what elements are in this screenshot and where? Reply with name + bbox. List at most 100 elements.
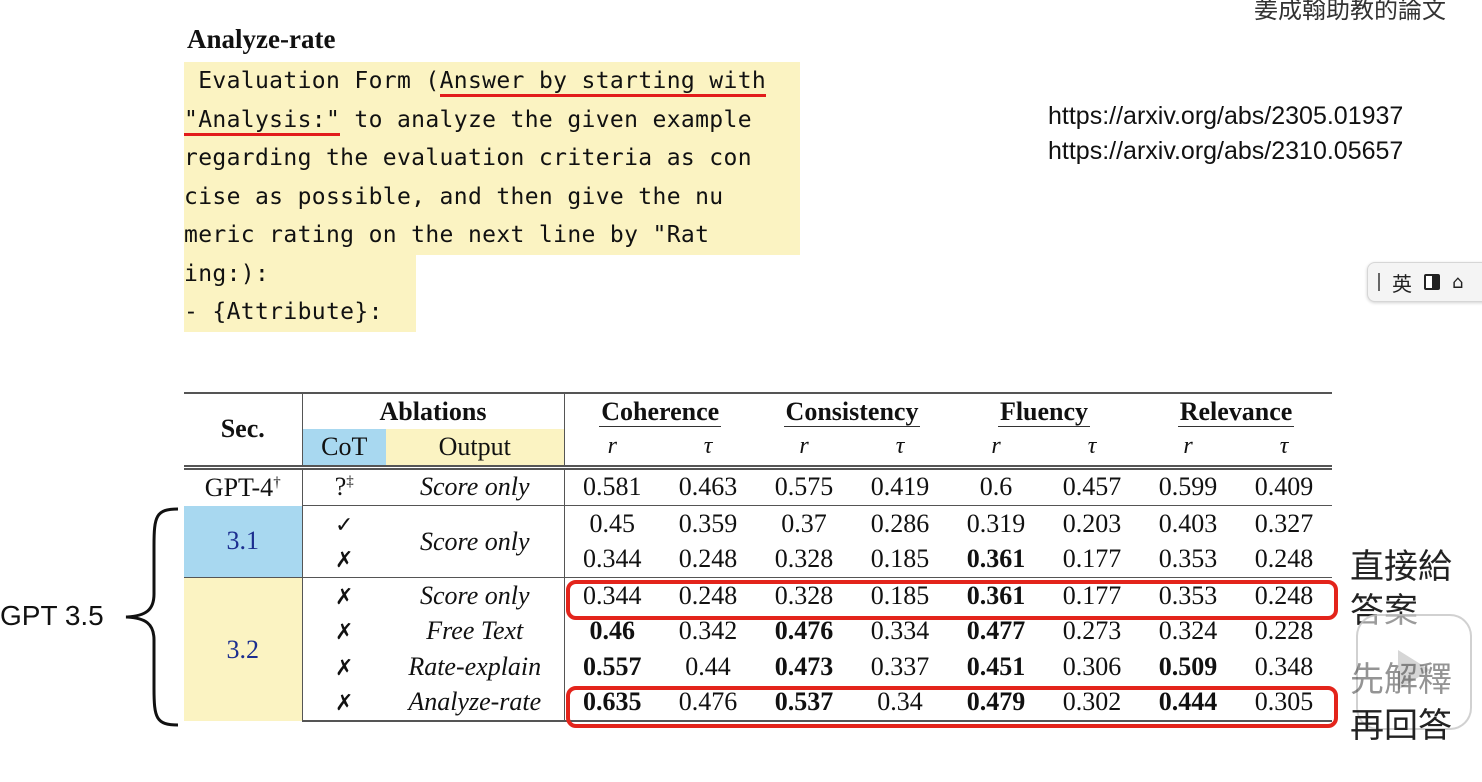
cell-value: 0.419 — [852, 464, 948, 506]
cell-value: 0.409 — [1236, 464, 1332, 506]
cell-value: 0.286 — [852, 505, 948, 542]
video-play-logo[interactable] — [1356, 614, 1472, 730]
ime-more-icon[interactable]: ⌂ — [1452, 271, 1464, 293]
cell-value: 0.581 — [563, 464, 660, 506]
prompt-line-3: regarding the evaluation criteria as con — [184, 139, 800, 178]
brace-icon — [125, 507, 179, 727]
paper-link-1[interactable]: https://arxiv.org/abs/2305.01937 — [1048, 102, 1404, 130]
table-row: GPT-4† ?‡ Score only 0.581 0.463 0.575 0.419 0.… — [184, 464, 1332, 506]
cell-value: 0.537 — [756, 684, 852, 722]
cell-value: 0.361 — [966, 544, 1026, 574]
cell-value: 0.344 — [563, 541, 660, 578]
prompt-line-7: - {Attribute}: — [184, 293, 416, 332]
cross-icon: ✗ — [335, 655, 354, 681]
header-consistency-text: Consistency — [783, 396, 921, 427]
cell-value: 0.463 — [660, 464, 756, 506]
cell-value: 0.6 — [948, 464, 1044, 506]
table-body: GPT-4† ?‡ Score only 0.581 0.463 0.575 0.419 0.… — [184, 464, 1332, 722]
cell-sec: GPT-4† — [184, 464, 302, 506]
header-consistency: Consistency — [756, 393, 948, 429]
prompt-text: to analyze the given example — [340, 106, 752, 133]
header-ablations: Ablations — [301, 393, 564, 429]
table-row: 3.1 ✓ Score only 0.45 0.359 0.37 0.286 0.319 0.2… — [184, 505, 1332, 578]
prompt-line-6: ing:): — [184, 254, 416, 293]
prompt-line-2: "Analysis:" to analyze the given example — [184, 100, 800, 139]
ime-language-toggle[interactable]: 英 — [1392, 271, 1412, 296]
cell-value: 0.306 — [1062, 651, 1122, 681]
cell-value: 0.228 — [1254, 616, 1314, 646]
cell-value: 0.337 — [870, 651, 930, 681]
cell-sec: 3.1 — [184, 505, 302, 578]
check-icon: ✓ — [335, 512, 354, 538]
header-relevance: Relevance — [1140, 393, 1332, 429]
cell-value: 0.327 — [1236, 505, 1332, 542]
cell-cot: ✓ — [301, 505, 386, 542]
cell-value: 0.457 — [1044, 464, 1140, 506]
cell-output: Rate-explain — [408, 651, 542, 681]
cell-value: 0.451 — [966, 651, 1026, 681]
note-explain-line-1: 先解釋 — [1350, 660, 1452, 700]
cell-value: 0.45 — [563, 505, 660, 542]
cell-value: 0.248 — [678, 544, 738, 574]
cell-value: 0.476 — [660, 684, 756, 722]
cell-value: 0.319 — [948, 505, 1044, 542]
cell-value: 0.476 — [774, 616, 834, 646]
cell-sec: 3.2 — [184, 577, 302, 721]
cell-cot: ?‡ — [301, 464, 386, 506]
ime-halfwidth-icon[interactable] — [1424, 274, 1440, 290]
header-cot: CoT — [301, 429, 386, 467]
cell-value: 0.473 — [774, 651, 834, 681]
cell-value: 0.444 — [1140, 684, 1236, 722]
slide-title: 姜成翰助教的論文 — [1254, 0, 1446, 24]
cell-value: 0.305 — [1236, 684, 1332, 722]
ime-toolbar[interactable]: 英 ⌂ — [1367, 262, 1482, 302]
cell-cot: ✗ — [301, 541, 386, 578]
prompt-box: Evaluation Form (Answer by starting with… — [184, 62, 804, 332]
table-row: ✗ Rate-explain 0.557 0.44 0.473 0.337 0.451 0.3… — [184, 649, 1332, 685]
paper-link-2[interactable]: https://arxiv.org/abs/2310.05657 — [1048, 137, 1404, 165]
table-row: ✗ Analyze-rate 0.635 0.476 0.537 0.34 0.479 0.3… — [184, 684, 1332, 722]
ime-drag-handle[interactable] — [1378, 273, 1380, 291]
cell-value: 0.348 — [1254, 651, 1314, 681]
header-fluency-text: Fluency — [997, 396, 1091, 427]
cross-icon: ✗ — [335, 691, 354, 717]
cell-value: 0.342 — [678, 616, 738, 646]
cell-value: 0.273 — [1062, 616, 1122, 646]
results-table: Sec. Ablations Coherence Consistency Flu… — [184, 392, 1332, 722]
header-r: r — [991, 433, 1001, 460]
cell-output: Score only — [386, 505, 564, 578]
prompt-heading: Analyze-rate — [187, 24, 336, 54]
cell-value: 0.37 — [756, 505, 852, 542]
cot-unknown: ? — [334, 472, 347, 502]
note-direct-line-1: 直接給 — [1350, 547, 1452, 587]
cell-value: 0.34 — [852, 684, 948, 722]
cot-footnote-mark: ‡ — [346, 473, 354, 490]
prompt-underlined-text: "Analysis:" — [184, 106, 341, 136]
header-tau: τ — [703, 433, 713, 460]
cell-value: 0.635 — [563, 684, 660, 722]
cell-output: Free Text — [426, 616, 524, 646]
prompt-line-1: Evaluation Form (Answer by starting with — [184, 62, 800, 101]
header-r: r — [799, 433, 809, 460]
highlight-box-analyze-rate — [566, 686, 1338, 728]
prompt-text: Evaluation Form ( — [184, 68, 440, 94]
cell-value: 0.44 — [685, 651, 731, 681]
cross-icon: ✗ — [335, 620, 354, 646]
header-relevance-text: Relevance — [1177, 396, 1295, 427]
header-r: r — [563, 429, 660, 467]
header-fluency: Fluency — [948, 393, 1140, 429]
cell-output: Analyze-rate — [386, 684, 564, 722]
cell-value: 0.359 — [660, 505, 756, 542]
prompt-underlined-text: Answer by starting with — [439, 68, 767, 97]
cell-value: 0.324 — [1158, 616, 1218, 646]
cell-output: Score only — [386, 577, 564, 614]
cell-cot: ✗ — [301, 684, 386, 722]
cell-value: 0.599 — [1140, 464, 1236, 506]
header-coherence-text: Coherence — [599, 396, 722, 427]
header-tau: τ — [895, 433, 905, 460]
play-icon — [1398, 650, 1430, 690]
cell-cot: ✗ — [301, 649, 386, 685]
header-tau: τ — [1087, 433, 1097, 460]
cell-value: 0.185 — [870, 544, 930, 574]
sec-footnote-mark: † — [273, 473, 281, 490]
